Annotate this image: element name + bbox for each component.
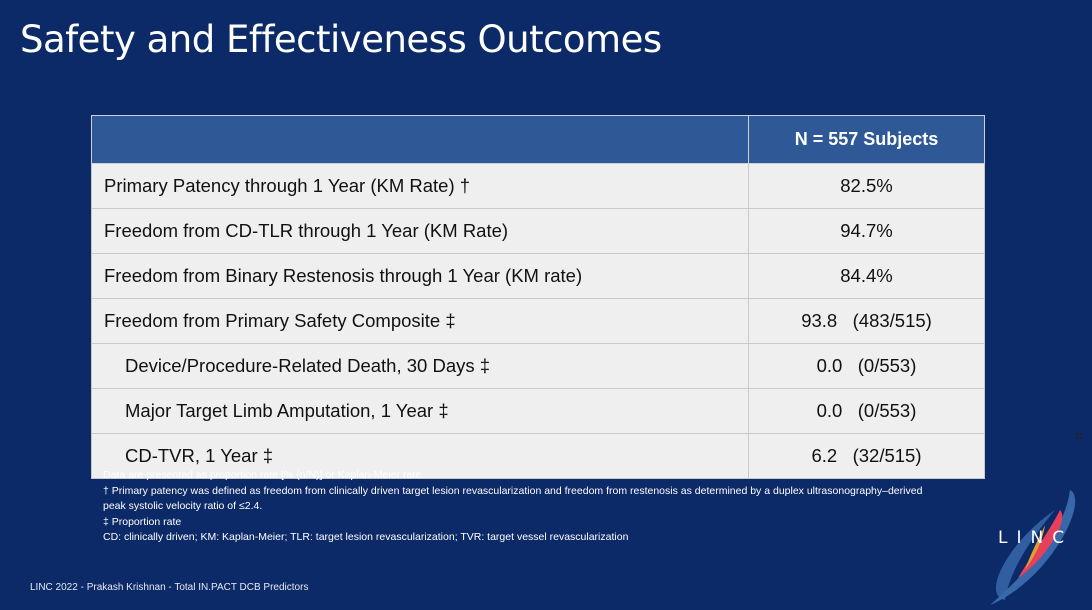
row-label: Freedom from Primary Safety Composite ‡ (91, 298, 749, 344)
svg-text:LINC: LINC (998, 528, 1073, 548)
row-value: 93.8 (483/515) (748, 298, 985, 344)
table-row: Freedom from Binary Restenosis through 1… (91, 253, 985, 299)
row-value: 82.5% (748, 163, 985, 209)
table-row: Freedom from Primary Safety Composite ‡ 9… (91, 298, 985, 344)
row-label: Primary Patency through 1 Year (KM Rate)… (91, 163, 749, 209)
table-row: Primary Patency through 1 Year (KM Rate)… (91, 163, 985, 209)
table-row: Freedom from CD-TLR through 1 Year (KM R… (91, 208, 985, 254)
row-value: 84.4% (748, 253, 985, 299)
footnote: † Primary patency was defined as freedom… (103, 484, 923, 513)
linc-logo: LINC (990, 490, 1076, 605)
footnote: ‡ Proportion rate (103, 515, 182, 528)
footnote: Data are presented as proportion rate [%… (103, 469, 424, 481)
slide-title: Safety and Effectiveness Outcomes (20, 18, 662, 61)
footnote: CD: clinically driven; KM: Kaplan-Meier;… (103, 531, 629, 543)
header-subjects-cell: N = 557 Subjects (748, 115, 985, 164)
table-header-row: N = 557 Subjects (91, 115, 985, 164)
header-empty-cell (91, 115, 749, 164)
page-number: 11 (1075, 432, 1084, 441)
row-value: 6.2 (32/515) (748, 433, 985, 479)
row-label: CD-TVR, 1 Year ‡ (91, 433, 749, 479)
row-label: Major Target Limb Amputation, 1 Year ‡ (91, 388, 749, 434)
slide-footer: LINC 2022 - Prakash Krishnan - Total IN.… (30, 582, 309, 593)
table-row: Major Target Limb Amputation, 1 Year ‡ 0.… (91, 388, 985, 434)
row-value: 0.0 (0/553) (748, 388, 985, 434)
outcomes-table: N = 557 Subjects Primary Patency through… (91, 115, 985, 479)
row-label: Device/Procedure-Related Death, 30 Days … (91, 343, 749, 389)
row-label: Freedom from CD-TLR through 1 Year (KM R… (91, 208, 749, 254)
table-row: Device/Procedure-Related Death, 30 Days … (91, 343, 985, 389)
table-row: CD-TVR, 1 Year ‡ 6.2 (32/515) (91, 433, 985, 479)
row-label: Freedom from Binary Restenosis through 1… (91, 253, 749, 299)
row-value: 0.0 (0/553) (748, 343, 985, 389)
footnotes: Data are presented as proportion rate [%… (103, 468, 923, 546)
row-value: 94.7% (748, 208, 985, 254)
